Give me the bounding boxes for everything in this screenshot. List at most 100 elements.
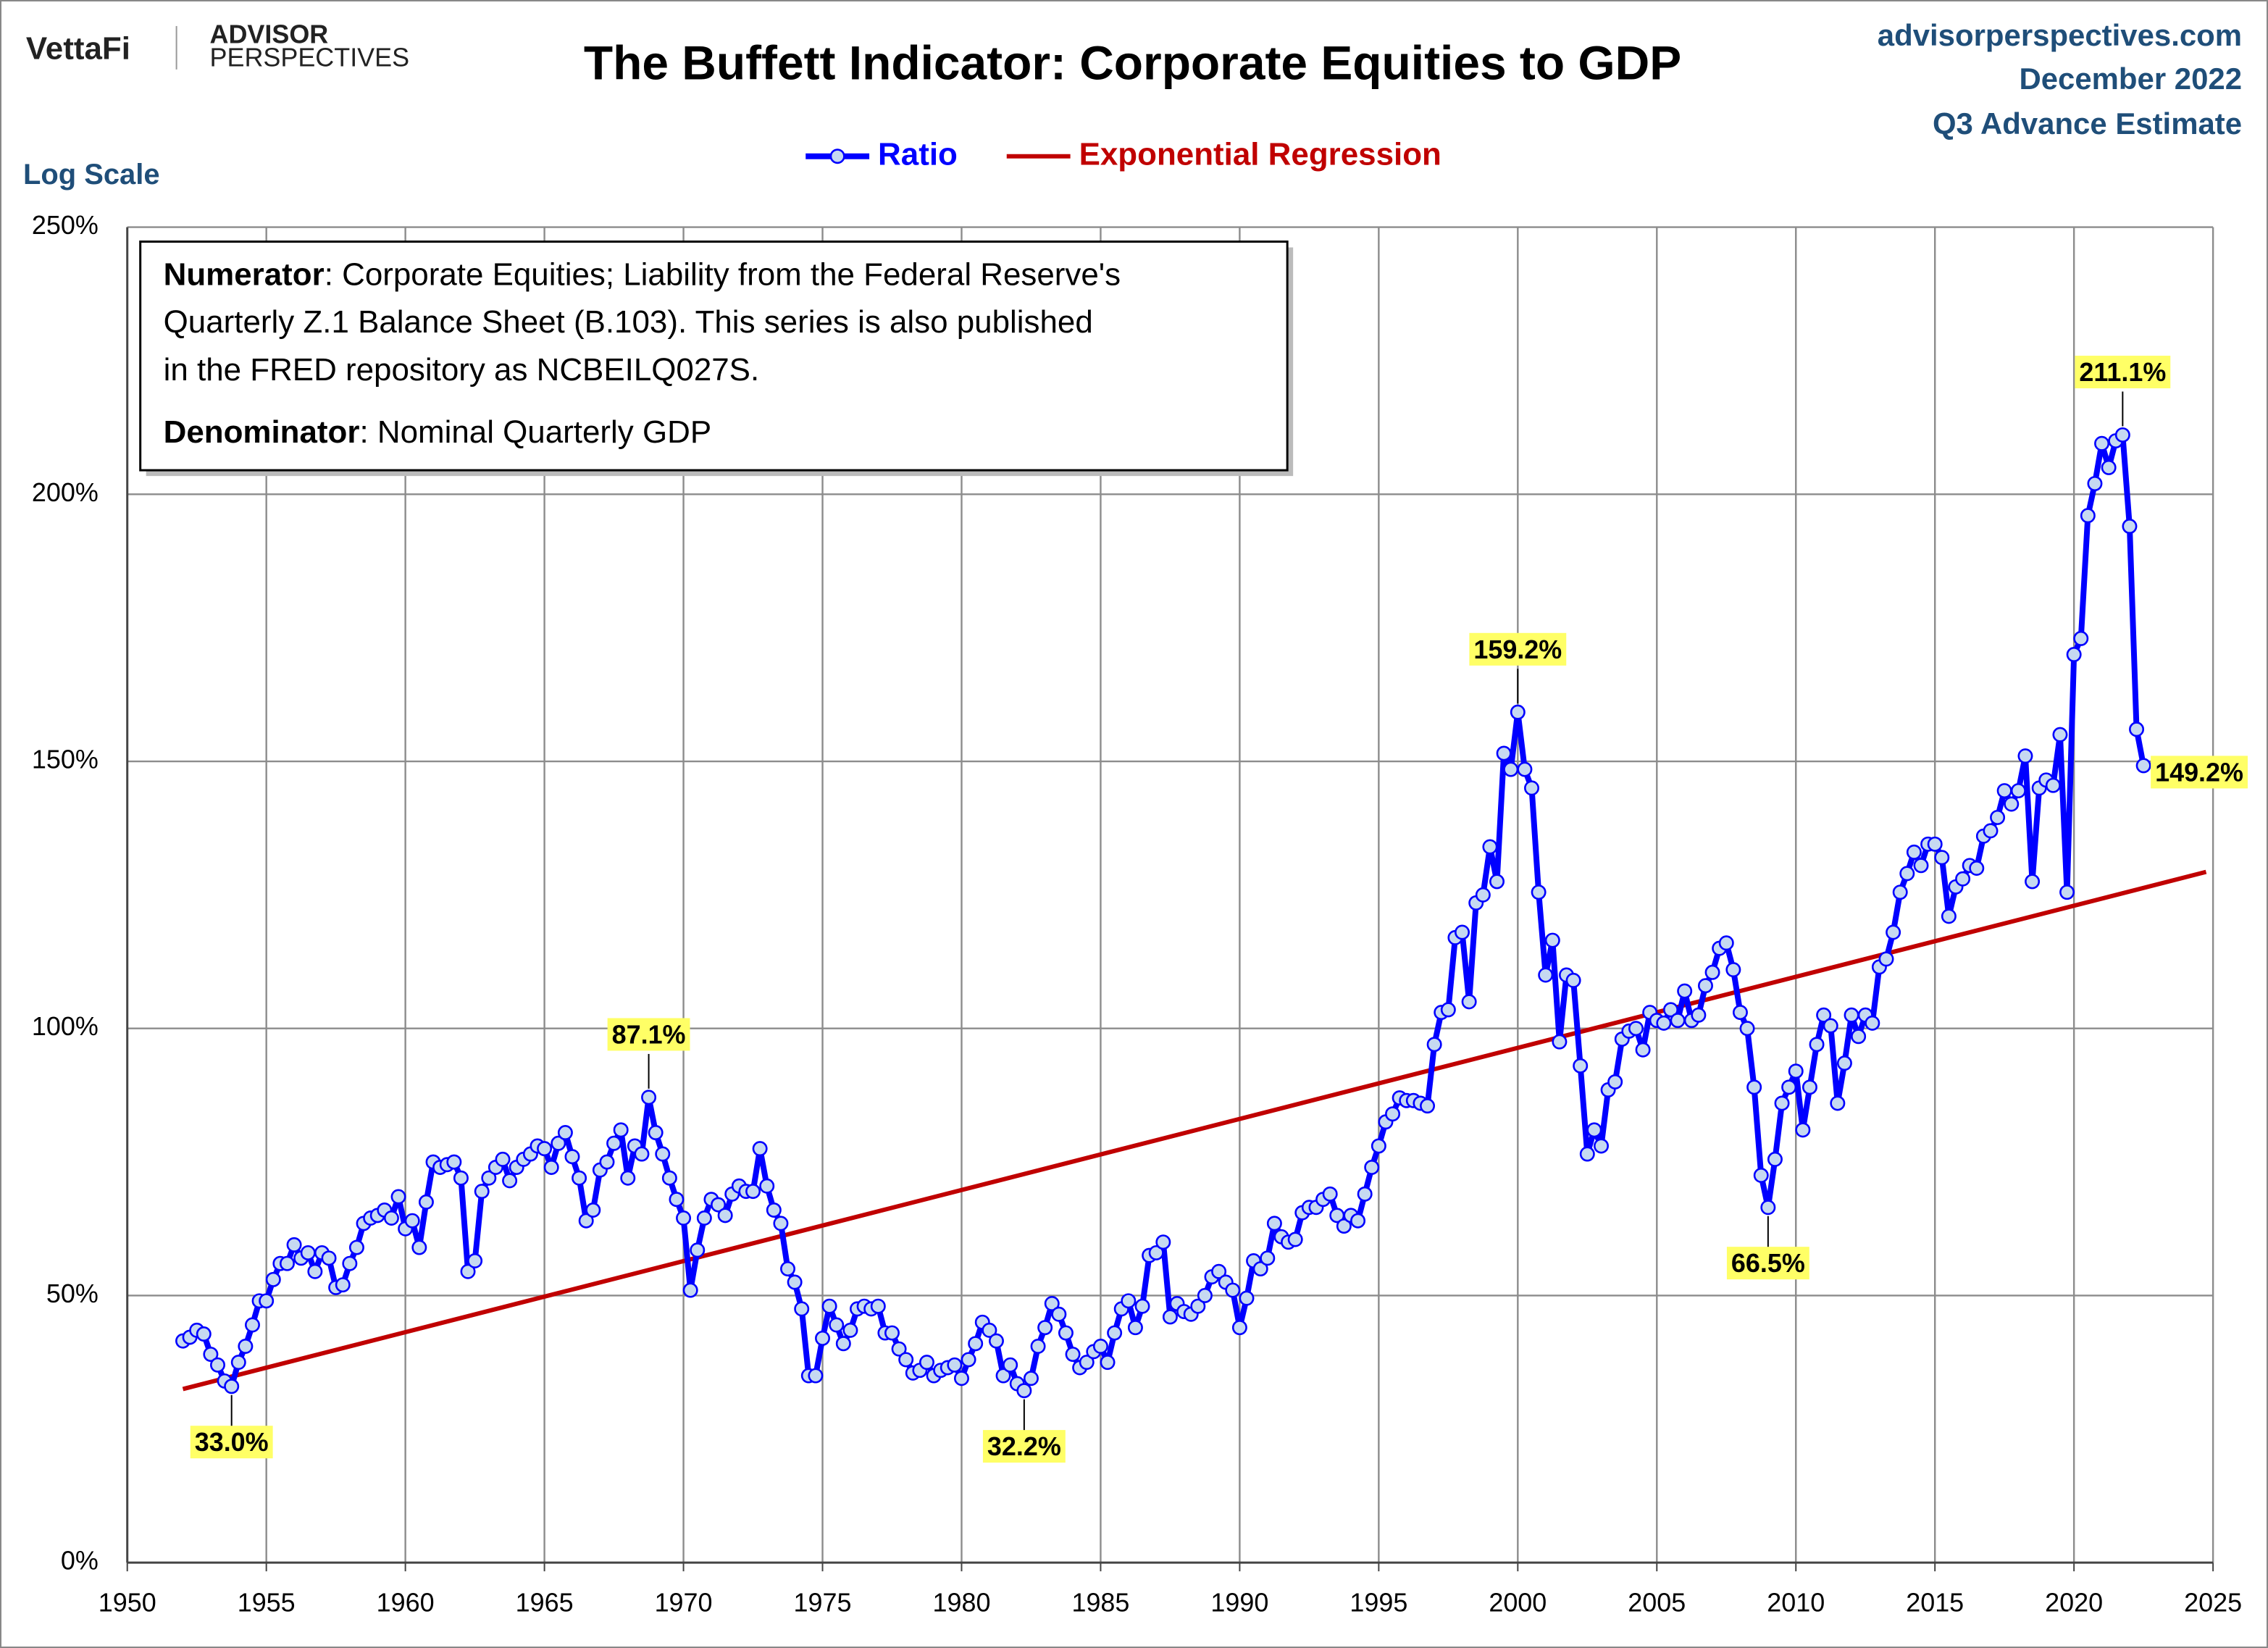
data-point bbox=[1197, 1287, 1213, 1303]
y-tick-label: 150% bbox=[32, 745, 99, 774]
data-point bbox=[286, 1237, 302, 1252]
data-point bbox=[752, 1141, 768, 1157]
data-point bbox=[1134, 1298, 1150, 1314]
data-point bbox=[1092, 1339, 1108, 1354]
data-point bbox=[502, 1173, 518, 1189]
legend-marker bbox=[829, 149, 845, 164]
data-point bbox=[2025, 874, 2041, 890]
label-background bbox=[982, 1430, 1066, 1463]
data-point bbox=[1037, 1320, 1053, 1336]
data-point bbox=[1677, 983, 1693, 999]
data-point bbox=[696, 1210, 712, 1226]
data-point bbox=[821, 1298, 837, 1314]
data-point bbox=[1990, 809, 2006, 825]
x-tick-label: 2005 bbox=[1628, 1588, 1686, 1618]
data-point bbox=[1023, 1371, 1039, 1386]
data-point bbox=[1322, 1186, 1338, 1202]
label-background bbox=[1726, 1247, 1809, 1280]
data-point bbox=[1044, 1296, 1060, 1311]
data-point bbox=[1573, 1058, 1589, 1074]
data-point bbox=[711, 1197, 727, 1213]
data-point bbox=[808, 1368, 824, 1384]
data-point bbox=[300, 1245, 316, 1260]
x-tick-label: 1995 bbox=[1349, 1588, 1407, 1618]
data-point bbox=[1231, 1320, 1247, 1336]
brand-advisor: ADVISOR bbox=[210, 19, 329, 49]
source-line: December 2022 bbox=[2019, 62, 2242, 96]
data-point bbox=[1225, 1282, 1241, 1298]
data-point bbox=[634, 1146, 650, 1162]
data-point bbox=[2094, 435, 2110, 451]
data-point bbox=[676, 1210, 692, 1226]
x-tick-label: 2020 bbox=[2045, 1588, 2103, 1618]
x-tick-label: 1990 bbox=[1210, 1588, 1268, 1618]
data-point bbox=[1461, 994, 1477, 1010]
value-label: 32.2% bbox=[987, 1431, 1061, 1461]
data-point bbox=[884, 1325, 900, 1341]
data-point bbox=[1496, 745, 1512, 761]
note-text: in the FRED repository as NCBEILQ027S. bbox=[164, 352, 760, 388]
data-point bbox=[1455, 924, 1470, 940]
data-point bbox=[1996, 783, 2012, 799]
data-point bbox=[648, 1125, 664, 1141]
data-point bbox=[655, 1146, 671, 1162]
data-point bbox=[1051, 1306, 1067, 1322]
data-point bbox=[891, 1341, 907, 1357]
x-tick-label: 2010 bbox=[1767, 1588, 1825, 1618]
x-tick-label: 1980 bbox=[933, 1588, 991, 1618]
data-point bbox=[1510, 704, 1526, 720]
data-point bbox=[1079, 1355, 1095, 1371]
data-point bbox=[2087, 476, 2103, 492]
data-point bbox=[210, 1357, 225, 1373]
data-point bbox=[717, 1208, 733, 1224]
data-point bbox=[1746, 1079, 1762, 1095]
data-point bbox=[1155, 1234, 1171, 1250]
data-point bbox=[543, 1159, 559, 1175]
data-point bbox=[829, 1317, 845, 1333]
data-point bbox=[1524, 780, 1539, 796]
data-point bbox=[1753, 1168, 1769, 1184]
data-point bbox=[1552, 1034, 1568, 1050]
data-point bbox=[961, 1352, 976, 1368]
data-point bbox=[481, 1170, 497, 1186]
data-point bbox=[919, 1355, 934, 1371]
data-point bbox=[2017, 748, 2033, 764]
label-background bbox=[2075, 356, 2171, 389]
data-point bbox=[2010, 783, 2026, 799]
data-point bbox=[2045, 777, 2061, 793]
data-point bbox=[1239, 1290, 1255, 1306]
data-point bbox=[1691, 1007, 1707, 1023]
x-tick-label: 2000 bbox=[1489, 1588, 1547, 1618]
x-tick-label: 1970 bbox=[655, 1588, 713, 1618]
data-point bbox=[265, 1271, 281, 1287]
data-point bbox=[1127, 1320, 1143, 1336]
y-tick-label: 50% bbox=[46, 1279, 99, 1308]
data-point bbox=[787, 1274, 803, 1290]
data-point bbox=[1830, 1095, 1846, 1111]
data-point bbox=[2052, 727, 2068, 743]
data-point bbox=[1662, 1002, 1678, 1018]
data-point bbox=[1058, 1325, 1074, 1341]
data-point bbox=[418, 1194, 434, 1210]
data-point bbox=[2066, 647, 2082, 663]
data-point bbox=[1781, 1079, 1797, 1095]
data-point bbox=[1260, 1250, 1276, 1266]
data-point bbox=[1836, 1055, 1852, 1071]
data-point bbox=[794, 1301, 810, 1317]
note-text: : Corporate Equities; Liability from the… bbox=[325, 256, 1121, 292]
data-point bbox=[279, 1255, 295, 1271]
data-point bbox=[1357, 1186, 1373, 1202]
data-point bbox=[1809, 1037, 1825, 1053]
data-point bbox=[1482, 839, 1498, 855]
data-point bbox=[1760, 1200, 1776, 1216]
data-point bbox=[1489, 874, 1505, 890]
data-point bbox=[460, 1263, 476, 1279]
data-point bbox=[203, 1347, 219, 1363]
data-point bbox=[1003, 1357, 1018, 1373]
data-point bbox=[2073, 630, 2089, 646]
x-tick-label: 2025 bbox=[2184, 1588, 2242, 1618]
data-point bbox=[815, 1330, 831, 1346]
data-point bbox=[766, 1202, 782, 1218]
